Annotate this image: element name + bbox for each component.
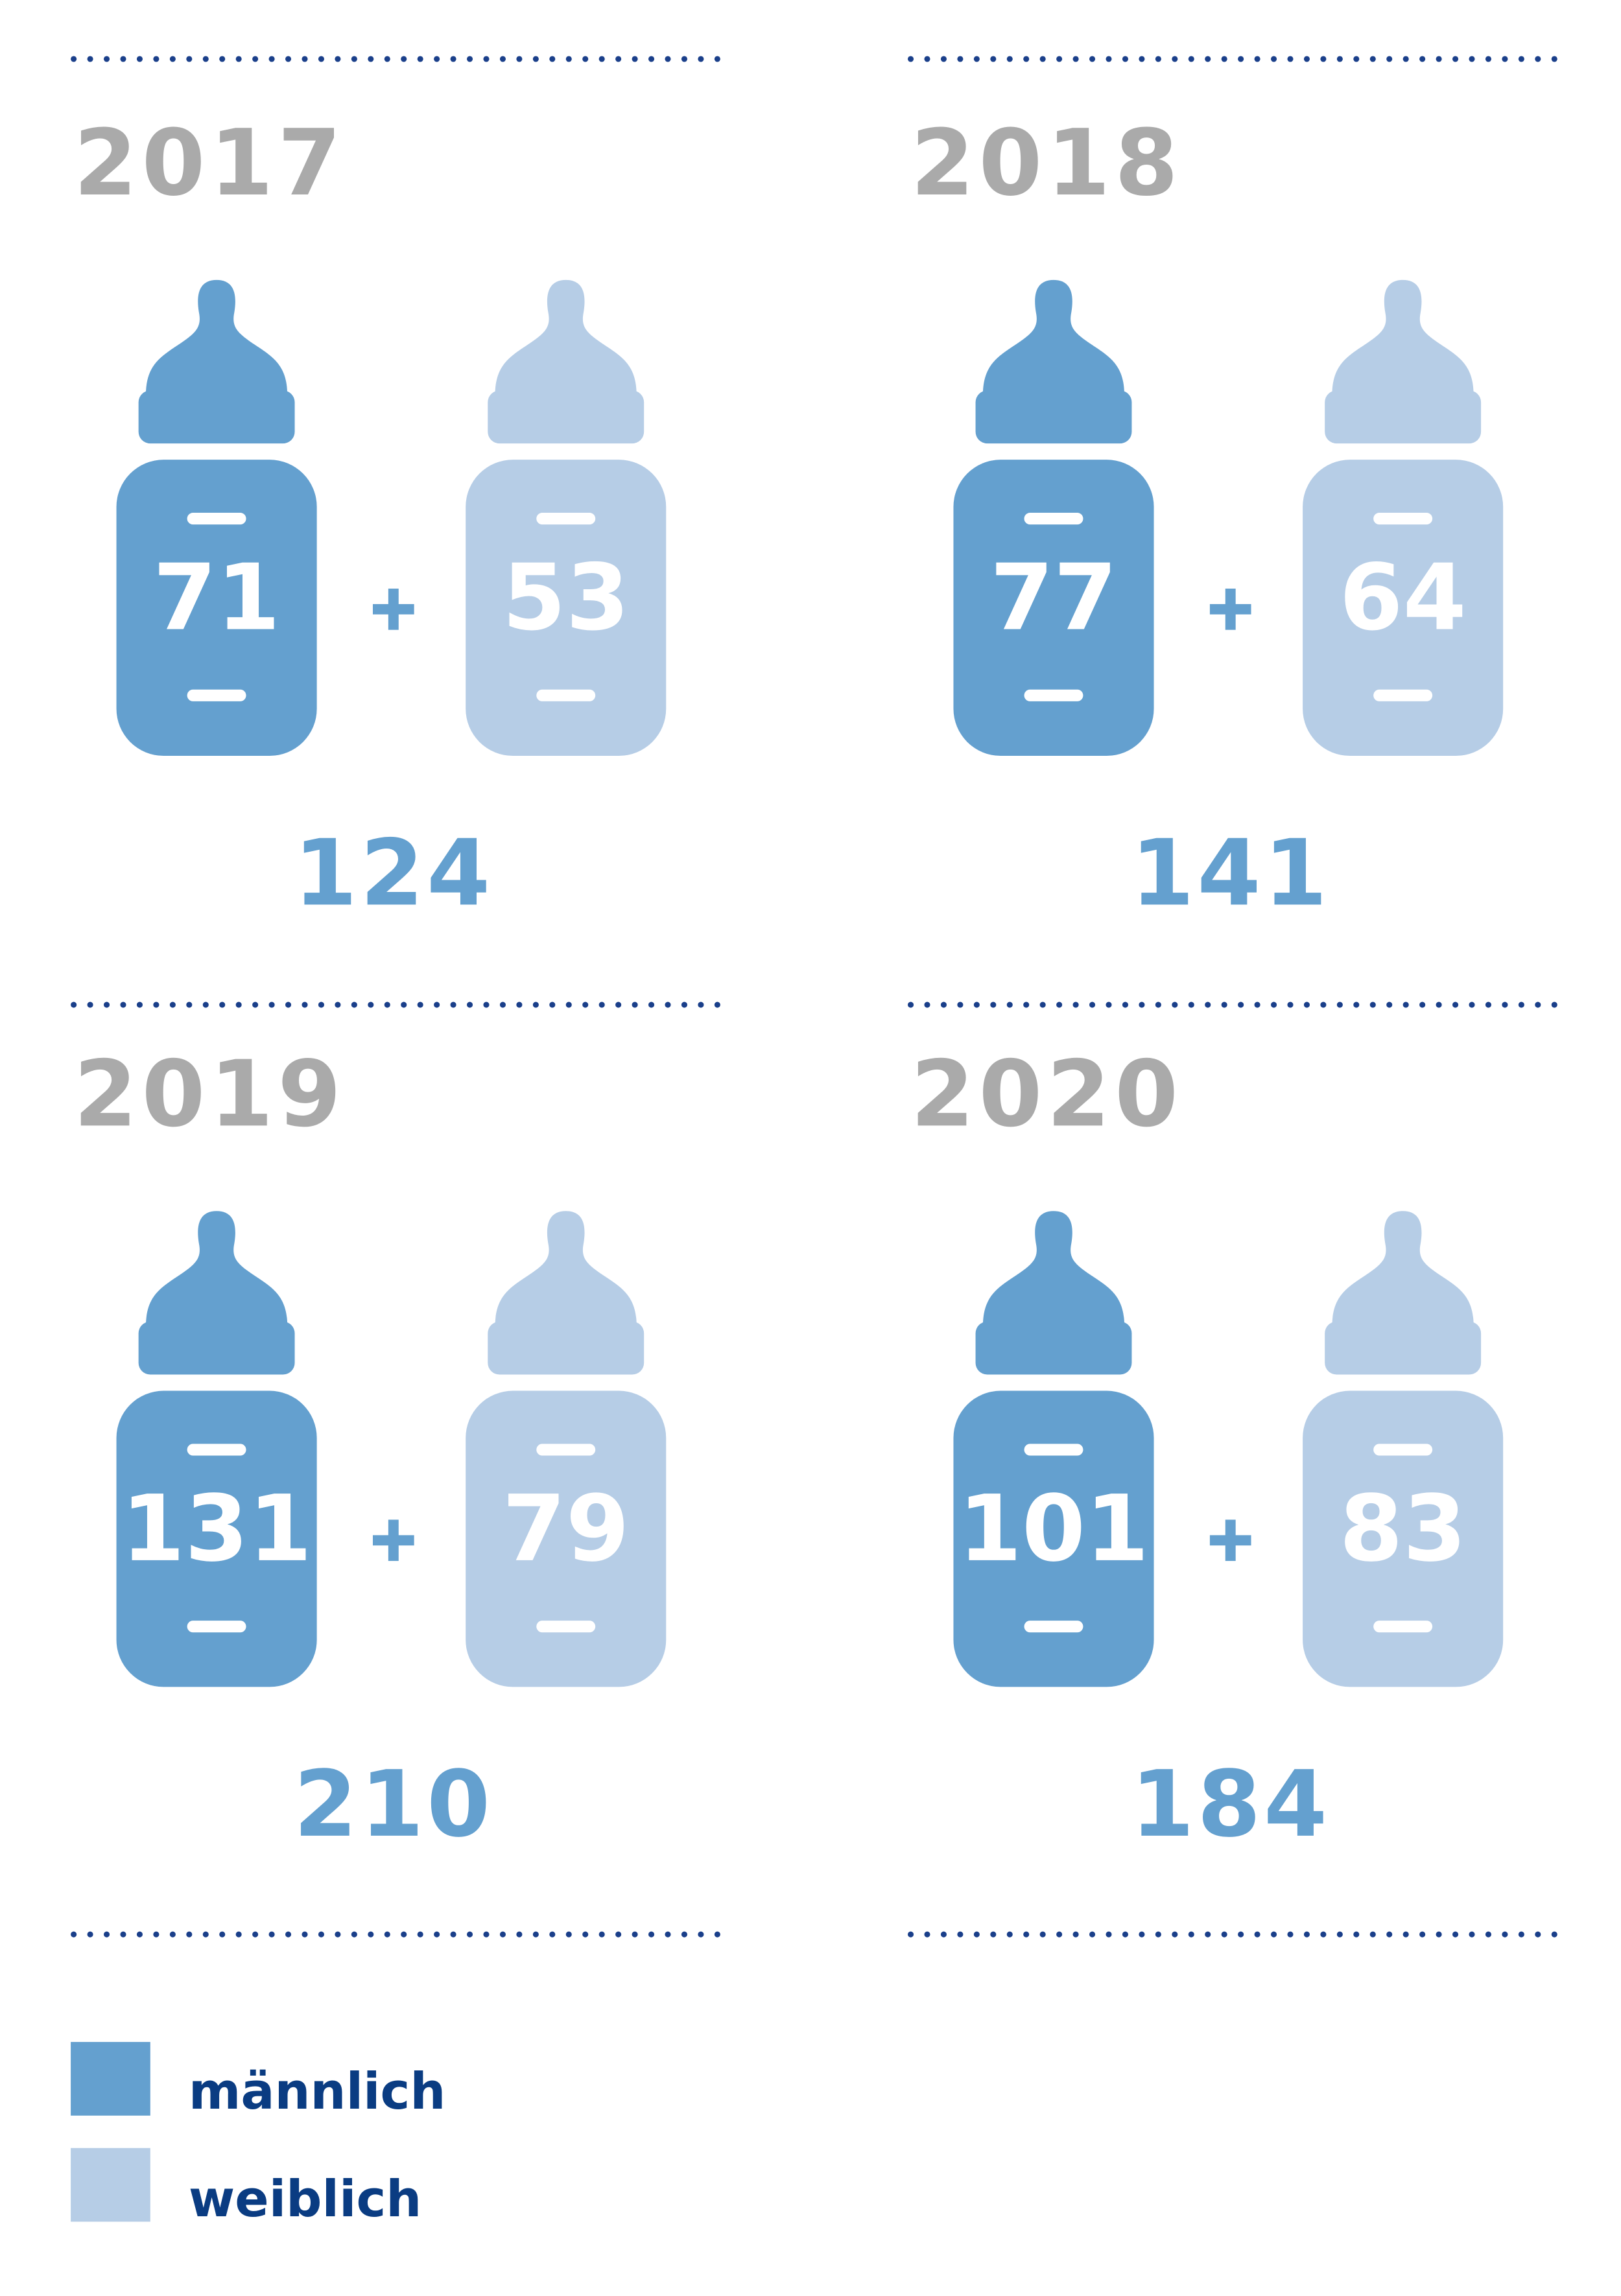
year-label: 2020 bbox=[911, 1041, 1183, 1147]
bottle-dash bbox=[1373, 689, 1433, 701]
bottle-body bbox=[953, 1390, 1154, 1687]
bottle-dash bbox=[536, 1621, 596, 1633]
total-value: 141 bbox=[1131, 820, 1331, 926]
bottle-value: 101 bbox=[958, 1476, 1149, 1582]
year-label: 2019 bbox=[74, 1041, 346, 1147]
bottle-cap bbox=[138, 1321, 295, 1375]
bottle-value: 77 bbox=[990, 545, 1117, 651]
bottle-body bbox=[1303, 460, 1504, 756]
bottle-cap bbox=[1325, 1321, 1482, 1375]
bottle-value: 53 bbox=[503, 545, 630, 651]
bottle-value: 79 bbox=[503, 1476, 630, 1582]
legend-label: männlich bbox=[189, 2063, 445, 2121]
bottle-value: 71 bbox=[153, 545, 280, 651]
bottle-nipple bbox=[982, 279, 1125, 395]
bottle-nipple bbox=[982, 1211, 1125, 1326]
bottle-dash bbox=[187, 1444, 246, 1456]
plus-sign bbox=[388, 589, 399, 630]
bottle-nipple bbox=[146, 279, 288, 395]
bottle-body bbox=[466, 1390, 667, 1687]
bottle: 77 bbox=[953, 279, 1154, 756]
bottle: 53 bbox=[466, 279, 667, 756]
bottle-dash bbox=[1024, 1621, 1083, 1633]
legend-label: weiblich bbox=[189, 2170, 421, 2229]
bottle-value: 64 bbox=[1340, 545, 1467, 651]
plus-sign bbox=[388, 1519, 399, 1562]
bottle-cap bbox=[488, 1321, 645, 1375]
year-label: 2017 bbox=[74, 110, 346, 217]
year-panel: 2020 101 83 184 bbox=[911, 1041, 1504, 1858]
bottle: 64 bbox=[1303, 279, 1504, 756]
total-value: 124 bbox=[294, 820, 493, 926]
bottle-nipple bbox=[146, 1211, 288, 1326]
bottle-value: 131 bbox=[121, 1476, 312, 1582]
bottle-nipple bbox=[495, 1211, 637, 1326]
bottle-cap bbox=[975, 390, 1132, 444]
bottle-value: 83 bbox=[1340, 1476, 1467, 1582]
bottle-dash bbox=[1373, 1621, 1433, 1633]
bottle-dash bbox=[536, 1444, 596, 1456]
total-value: 210 bbox=[294, 1751, 493, 1858]
bottle: 79 bbox=[466, 1211, 667, 1687]
plus-sign bbox=[1225, 1519, 1236, 1562]
bottle: 131 bbox=[116, 1211, 317, 1687]
bottle-cap bbox=[488, 390, 645, 444]
bottle-body bbox=[116, 460, 317, 756]
bottle-body bbox=[953, 460, 1154, 756]
bottle-dash bbox=[1024, 1444, 1083, 1456]
bottle-dash bbox=[1373, 1444, 1433, 1456]
plus-sign bbox=[1225, 589, 1236, 630]
bottle-dash bbox=[536, 689, 596, 701]
year-panel: 2019 131 79 210 bbox=[74, 1041, 667, 1858]
bottle-nipple bbox=[1332, 1211, 1474, 1326]
bottle: 83 bbox=[1303, 1211, 1504, 1687]
bottle-nipple bbox=[495, 279, 637, 395]
legend-swatch-male bbox=[71, 2042, 150, 2116]
bottle-body bbox=[466, 460, 667, 756]
bottle-cap bbox=[1325, 390, 1482, 444]
bottle-dash bbox=[1373, 513, 1433, 525]
bottle-dash bbox=[1024, 513, 1083, 525]
bottle-cap bbox=[975, 1321, 1132, 1375]
bottle-cap bbox=[138, 390, 295, 444]
bottle: 71 bbox=[116, 279, 317, 756]
bottle-dash bbox=[187, 1621, 246, 1633]
year-panel: 2017 71 53 124 bbox=[74, 110, 667, 926]
bottle-dash bbox=[187, 689, 246, 701]
year-panel: 2018 77 64 141 bbox=[911, 110, 1504, 926]
total-value: 184 bbox=[1131, 1751, 1331, 1858]
bottle-nipple bbox=[1332, 279, 1474, 395]
bottle: 101 bbox=[953, 1211, 1154, 1687]
bottle-body bbox=[1303, 1390, 1504, 1687]
bottle-body bbox=[116, 1390, 317, 1687]
year-label: 2018 bbox=[911, 110, 1183, 217]
bottle-dash bbox=[536, 513, 596, 525]
bottle-dash bbox=[1024, 689, 1083, 701]
bottle-dash bbox=[187, 513, 246, 525]
legend-swatch-female bbox=[71, 2148, 150, 2222]
